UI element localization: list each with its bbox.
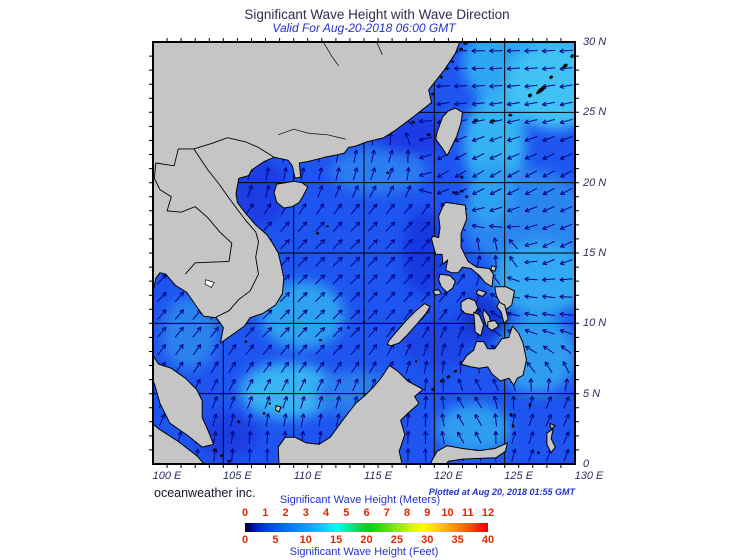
lat-label-10n: 10 N bbox=[583, 317, 607, 330]
feet-tick-0: 0 bbox=[241, 534, 249, 546]
land-catanduanes bbox=[490, 265, 497, 272]
meters-tick-8: 8 bbox=[403, 507, 411, 519]
credit-text: oceanweather inc. bbox=[154, 486, 256, 500]
meters-tick-12: 12 bbox=[481, 507, 495, 519]
land-taiwan bbox=[435, 107, 463, 157]
land-luzon bbox=[431, 201, 494, 288]
lat-label-0: 0 bbox=[583, 458, 590, 470]
meters-tick-6: 6 bbox=[363, 507, 370, 519]
meters-tick-3: 3 bbox=[302, 507, 309, 519]
land-masbate bbox=[476, 289, 487, 298]
land-masses bbox=[153, 42, 556, 464]
feet-tick-25: 25 bbox=[390, 534, 403, 546]
lat-label-30n: 30 N bbox=[583, 36, 607, 48]
feet-tick-30: 30 bbox=[421, 534, 434, 546]
feet-tick-20: 20 bbox=[360, 534, 373, 546]
wave-height-colorbar bbox=[245, 523, 488, 532]
feet-tick-15: 15 bbox=[330, 534, 343, 546]
feet-scale-label: Significant Wave Height (Feet) bbox=[289, 546, 439, 558]
feet-tick-35: 35 bbox=[451, 534, 464, 546]
map-layers bbox=[153, 42, 575, 464]
feet-tick-10: 10 bbox=[299, 534, 312, 546]
meters-tick-4: 4 bbox=[322, 507, 330, 519]
land-mindanao bbox=[460, 325, 527, 386]
lon-label-110e: 110 E bbox=[293, 470, 322, 482]
islets bbox=[212, 42, 575, 463]
lat-label-25n: 25 N bbox=[583, 106, 607, 119]
land-morotai bbox=[549, 422, 556, 430]
land-sulawesi-north bbox=[430, 442, 508, 464]
lat-label-5n: 5 N bbox=[583, 387, 601, 400]
land-negros bbox=[473, 311, 485, 337]
land-sumatra bbox=[153, 423, 205, 464]
feet-tick-40: 40 bbox=[481, 534, 495, 546]
lon-label-100e: 100 E bbox=[152, 470, 182, 482]
lon-label-125e: 125 E bbox=[504, 470, 534, 482]
lon-label-105e: 105 E bbox=[222, 470, 252, 482]
land-borneo bbox=[277, 365, 424, 464]
land-natuna-besar bbox=[274, 405, 282, 413]
meters-scale-label: Significant Wave Height (Meters) bbox=[279, 494, 441, 506]
land-bohol bbox=[487, 320, 500, 331]
land-busuanga bbox=[432, 289, 442, 296]
page-title: Significant Wave Height with Wave Direct… bbox=[244, 7, 510, 22]
land-mindoro bbox=[438, 273, 456, 293]
land-halmahera bbox=[546, 428, 556, 454]
meters-tick-0: 0 bbox=[241, 507, 249, 519]
land-leyte bbox=[496, 301, 509, 324]
meters-tick-9: 9 bbox=[424, 507, 431, 519]
lon-label-115e: 115 E bbox=[364, 470, 392, 482]
meters-tick-10: 10 bbox=[441, 507, 454, 519]
lat-label-20n: 20 N bbox=[583, 176, 607, 189]
land-samar bbox=[494, 286, 515, 310]
feet-tick-5: 5 bbox=[272, 534, 279, 546]
meters-tick-5: 5 bbox=[343, 507, 350, 519]
country-borders bbox=[153, 137, 275, 319]
lat-label-15n: 15 N bbox=[583, 247, 607, 259]
meters-tick-2: 2 bbox=[282, 507, 289, 519]
rivers bbox=[278, 42, 383, 140]
axis-ticks bbox=[149, 38, 579, 468]
valid-time-subtitle: Valid For Aug-20-2018 06:00 GMT bbox=[272, 21, 456, 35]
lon-label-120e: 120 E bbox=[433, 470, 463, 482]
meters-tick-11: 11 bbox=[461, 507, 474, 519]
land-hainan bbox=[273, 180, 309, 209]
land-panay bbox=[460, 297, 479, 316]
land-palawan bbox=[386, 303, 431, 347]
meters-tick-7: 7 bbox=[383, 507, 390, 519]
land-mainland-asia bbox=[153, 42, 461, 448]
lon-label-130e: 130 E bbox=[574, 470, 604, 482]
lake-tonle-sap bbox=[204, 279, 215, 288]
plotted-timestamp: Plotted at Aug 20, 2018 01:55 GMT bbox=[428, 487, 575, 497]
meters-tick-1: 1 bbox=[262, 507, 269, 519]
